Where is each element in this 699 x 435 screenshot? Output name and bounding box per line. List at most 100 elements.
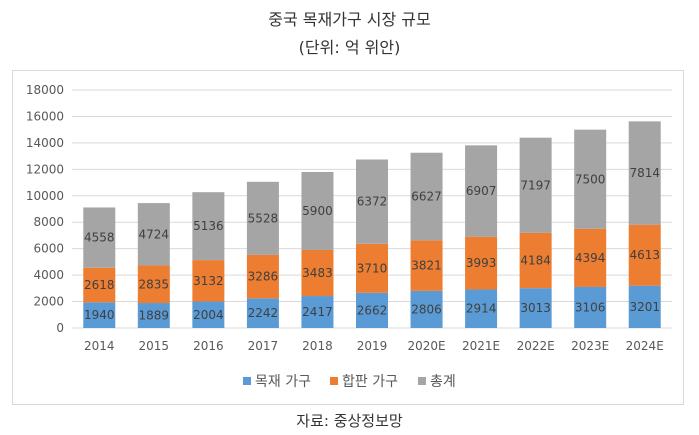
bar-segment <box>137 303 170 328</box>
bar-segment <box>246 181 279 255</box>
bar-segment <box>410 152 443 241</box>
x-tick-label: 2015 <box>139 339 170 353</box>
bar-segment <box>574 286 607 328</box>
bar-segment <box>628 224 661 286</box>
data-label: 4724 <box>139 227 170 241</box>
bar-segment <box>83 267 116 303</box>
legend-swatch <box>330 377 338 385</box>
data-label: 3201 <box>629 300 660 314</box>
data-label: 7814 <box>629 166 660 180</box>
bar-segment <box>137 265 170 304</box>
y-tick-label: 8000 <box>33 215 64 229</box>
bar-segment <box>628 121 661 225</box>
bar-segment <box>192 260 225 302</box>
bar-segment <box>519 137 552 233</box>
bar-segment <box>574 129 607 229</box>
data-label: 5136 <box>193 219 224 233</box>
bar-segment <box>410 290 443 328</box>
data-label: 2004 <box>193 308 224 322</box>
data-label: 4558 <box>84 231 115 245</box>
data-label: 3483 <box>302 266 333 280</box>
data-label: 3106 <box>575 300 606 314</box>
x-axis-ticks: 2014 2015 2016 2017 2018 2019 2020E 2021E 2022E 2… <box>84 339 664 353</box>
x-tick-label: 2019 <box>357 339 388 353</box>
data-label: 2835 <box>139 277 170 291</box>
bar-segment <box>628 285 661 328</box>
source-note: 자료: 중상정보망 <box>296 412 403 430</box>
x-tick-label: 2016 <box>193 339 224 353</box>
data-label: 4613 <box>629 248 660 262</box>
data-labels: 1940 2618 4558 1889 2835 4724 2004 3132 5136 2242… <box>84 166 660 322</box>
data-label: 3821 <box>411 259 442 273</box>
x-tick-label: 2018 <box>302 339 333 353</box>
data-label: 3013 <box>520 301 551 315</box>
x-tick-label: 2022E <box>517 339 555 353</box>
data-label: 6907 <box>466 184 497 198</box>
bar-segment <box>356 159 388 244</box>
x-tick-label: 2017 <box>248 339 279 353</box>
bar-segment <box>519 232 552 289</box>
data-label: 5900 <box>302 204 333 218</box>
bar-segment <box>301 296 334 328</box>
x-tick-label: 2021E <box>462 339 500 353</box>
legend-label: 합판 가구 <box>342 374 398 390</box>
data-label: 3132 <box>193 274 224 288</box>
data-label: 2242 <box>248 306 279 320</box>
stacked-bar-chart: 0 2000 4000 6000 8000 10000 12000 14000 16000 180… <box>26 83 672 390</box>
chart-frame <box>12 70 684 405</box>
legend-label: 총계 <box>430 374 456 390</box>
bars <box>83 121 661 328</box>
data-label: 7500 <box>575 172 606 186</box>
y-tick-label: 4000 <box>33 268 64 282</box>
chart-subtitle: (단위: 억 위안) <box>298 38 401 57</box>
data-label: 7197 <box>520 178 551 192</box>
bar-segment <box>192 192 225 261</box>
data-label: 3993 <box>466 256 497 270</box>
data-label: 6372 <box>357 195 388 209</box>
y-tick-label: 16000 <box>26 109 64 123</box>
data-label: 2662 <box>357 303 388 317</box>
bar-segment <box>246 298 279 328</box>
bar-segment <box>246 254 279 299</box>
bar-segment <box>301 171 334 250</box>
data-label: 2618 <box>84 278 115 292</box>
bar-segment <box>192 301 225 328</box>
bar-segment <box>410 240 443 291</box>
y-tick-label: 2000 <box>33 295 64 309</box>
bar-segment <box>574 228 607 287</box>
data-label: 5528 <box>248 211 279 225</box>
y-tick-label: 18000 <box>26 83 64 97</box>
bar-segment <box>356 243 388 293</box>
bar-segment <box>356 292 388 328</box>
legend-swatch <box>243 377 251 385</box>
y-tick-label: 14000 <box>26 136 64 150</box>
y-axis-ticks: 0 2000 4000 6000 8000 10000 12000 14000 16000 180… <box>26 83 64 335</box>
bar-segment <box>137 203 170 266</box>
x-tick-label: 2023E <box>571 339 609 353</box>
data-label: 2914 <box>466 302 497 316</box>
data-label: 2806 <box>411 302 442 316</box>
data-label: 4394 <box>575 251 606 265</box>
data-label: 3286 <box>248 270 279 284</box>
y-tick-label: 12000 <box>26 162 64 176</box>
legend-swatch <box>418 377 426 385</box>
data-label: 3710 <box>357 261 388 275</box>
bar-segment <box>519 288 552 328</box>
data-label: 2417 <box>302 305 333 319</box>
data-label: 4184 <box>520 254 551 268</box>
data-label: 6627 <box>411 190 442 204</box>
y-tick-label: 6000 <box>33 242 64 256</box>
bar-segment <box>465 289 498 328</box>
legend-label: 목재 가구 <box>255 374 311 390</box>
x-tick-label: 2020E <box>407 339 445 353</box>
x-tick-label: 2014 <box>84 339 115 353</box>
bar-segment <box>465 145 498 237</box>
legend: 목재 가구 합판 가구 총계 <box>243 374 456 390</box>
x-tick-label: 2024E <box>626 339 664 353</box>
chart-title: 중국 목재가구 시장 규모 <box>268 10 431 29</box>
bar-segment <box>83 207 116 268</box>
y-tick-label: 10000 <box>26 189 64 203</box>
data-label: 1889 <box>139 309 170 323</box>
bar-segment <box>465 236 498 290</box>
y-tick-label: 0 <box>56 321 64 335</box>
